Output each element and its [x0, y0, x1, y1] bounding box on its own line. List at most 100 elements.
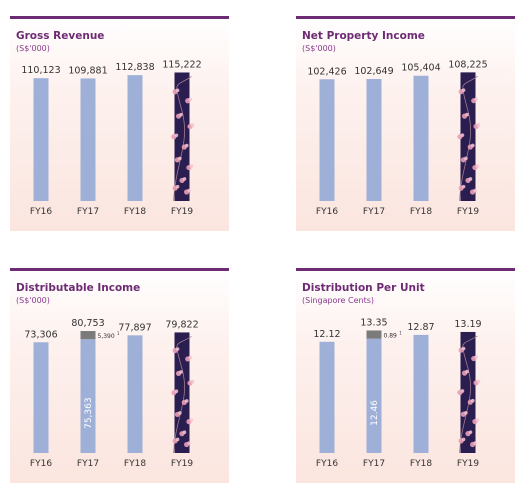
bar-value-label: 77,897 — [118, 322, 151, 333]
chart-svg: 12.12 FY16 12.46 0.89 1 13.35 FY17 12.87 FY18 13.… — [313, 317, 481, 469]
bar — [80, 78, 96, 201]
blossom-petal — [476, 379, 481, 384]
chart-title: Net Property Income — [302, 30, 425, 42]
blossom-petal — [185, 399, 189, 403]
bar-value-label: 112,838 — [115, 62, 154, 73]
blossom-petal — [465, 369, 469, 374]
chart-title: Distribution Per Unit — [302, 282, 425, 294]
chart-subtitle: (S$'000) — [16, 296, 50, 305]
branch — [459, 335, 478, 454]
x-tick-label: FY16 — [316, 207, 338, 217]
chart-subtitle: (Singapore Cents) — [302, 296, 375, 305]
x-tick-label: FY17 — [363, 207, 385, 217]
x-tick-label: FY19 — [171, 459, 193, 469]
branch — [173, 76, 192, 202]
blossom-petal — [460, 389, 465, 393]
chart-panel-net-property-income: Net Property Income (S$'000) 102,426 FY16… — [296, 16, 515, 231]
bar-value-label: 105,404 — [401, 63, 440, 74]
bar-segment-base — [80, 339, 96, 453]
bar — [319, 79, 335, 201]
blossom-petal — [473, 441, 477, 445]
blossom-petal — [189, 418, 194, 422]
blossom-petal — [175, 347, 180, 351]
bar — [127, 75, 143, 201]
blossom-petal — [468, 177, 473, 181]
blossom-petal — [175, 437, 180, 442]
blossom-petal — [468, 430, 473, 434]
chart-panel-distribution-per-unit: Distribution Per Unit (Singapore Cents) … — [296, 268, 515, 483]
chart-subtitle: (S$'000) — [302, 44, 336, 53]
blossom-petal — [471, 143, 475, 148]
blossom-petal — [179, 370, 183, 374]
bar-base-label: 75,363 — [84, 397, 94, 429]
blossom-petal — [461, 437, 466, 442]
bar-base-label: 12.46 — [370, 400, 380, 426]
bar-segment-base — [366, 338, 382, 453]
blossom-petal — [175, 88, 180, 93]
x-tick-label: FY16 — [316, 459, 338, 469]
bar-segment-top — [80, 331, 96, 340]
x-tick-label: FY19 — [457, 459, 479, 469]
panel-top-rule — [296, 268, 515, 271]
blossom-petal — [476, 123, 481, 127]
bar-value-label: 108,225 — [448, 59, 487, 70]
chart-title: Distributable Income — [16, 282, 141, 294]
blossom-petal — [465, 112, 469, 117]
blossom-petal — [178, 156, 182, 161]
blossom-petal — [175, 184, 180, 189]
x-tick-label: FY18 — [124, 207, 146, 217]
blossom-petal — [464, 410, 468, 415]
branch — [173, 336, 192, 454]
blossom-petal — [182, 177, 187, 181]
blossom-petal — [190, 379, 195, 384]
x-tick-label: FY19 — [457, 207, 479, 217]
blossom-petal — [474, 355, 479, 359]
bar — [366, 78, 382, 201]
branch — [459, 76, 478, 202]
bar — [127, 335, 143, 453]
bar-value-label: 12.87 — [407, 322, 434, 333]
bar-value-label: 102,649 — [354, 66, 393, 77]
blossom-petal — [187, 441, 191, 445]
footnote-marker: 1 — [399, 331, 402, 336]
bar — [413, 75, 429, 201]
x-tick-label: FY18 — [124, 459, 146, 469]
chart-subtitle: (S$'000) — [16, 44, 50, 53]
blossom-petal — [178, 411, 182, 415]
chart-panel-distributable-income: Distributable Income (S$'000) 73,306 FY16… — [10, 268, 229, 483]
blossom-petal — [474, 97, 479, 101]
x-tick-label: FY17 — [77, 459, 99, 469]
bar — [413, 334, 429, 453]
blossom-petal — [187, 188, 191, 193]
blossom-petal — [460, 133, 465, 137]
bar-top-segment-label: 5,390 — [98, 333, 115, 340]
blossom-petal — [174, 133, 179, 138]
bar-value-label: 102,426 — [307, 66, 346, 77]
blossom-decoration — [457, 76, 481, 202]
chart-panel-gross-revenue: Gross Revenue (S$'000) 110,123 FY16 109,88… — [10, 16, 229, 231]
bar-segment-top — [366, 330, 382, 339]
bar — [33, 78, 49, 201]
bar-value-label: 79,822 — [165, 319, 198, 330]
blossom-petal — [475, 418, 480, 422]
blossom-petal — [185, 143, 189, 148]
x-tick-label: FY17 — [77, 207, 99, 217]
bar-value-label: 115,222 — [162, 59, 201, 70]
blossom-petal — [189, 164, 194, 168]
x-tick-label: FY18 — [410, 459, 432, 469]
blossom-petal — [461, 88, 466, 92]
blossom-petal — [461, 346, 466, 351]
x-tick-label: FY18 — [410, 207, 432, 217]
x-tick-label: FY17 — [363, 459, 385, 469]
chart-svg: 73,306 FY16 75,363 5,390 1 80,753 FY17 77,897 FY… — [24, 318, 198, 469]
bar-value-label: 80,753 — [71, 318, 104, 329]
bar-top-segment-label: 0.89 — [384, 333, 398, 340]
blossom-petal — [188, 97, 193, 102]
blossom-petal — [461, 184, 466, 189]
x-tick-label: FY16 — [30, 207, 52, 217]
bar-value-label: 13.35 — [360, 317, 387, 328]
bar-value-label: 110,123 — [21, 65, 60, 76]
blossom-petal — [188, 355, 193, 360]
x-tick-label: FY19 — [171, 207, 193, 217]
chart-svg: 102,426 FY16 102,649 FY17 105,404 FY18 108,225… — [307, 59, 487, 217]
